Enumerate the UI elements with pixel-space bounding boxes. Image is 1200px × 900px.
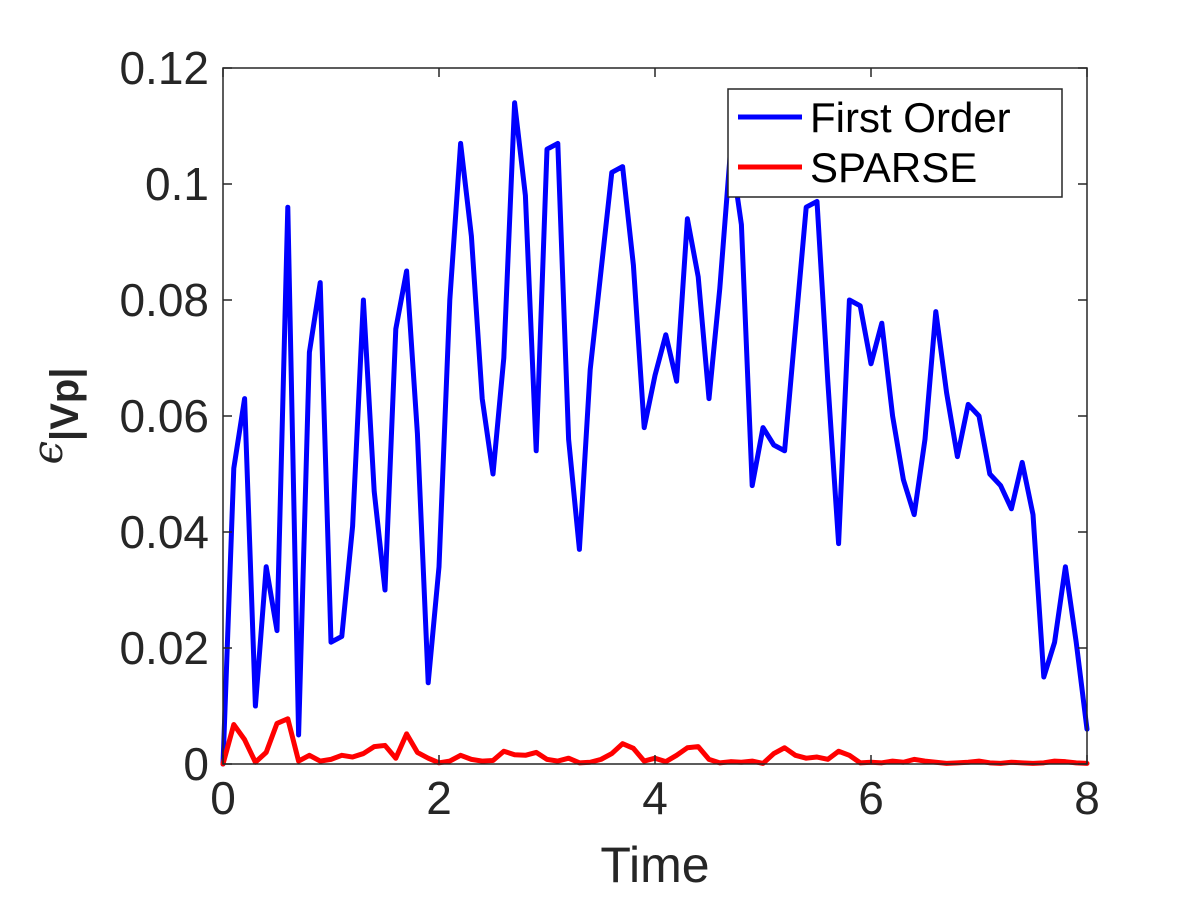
series-line-first-order (220, 100, 1090, 767)
y-tick-label: 0 (183, 738, 209, 790)
x-tick-labels: 0 2 4 6 8 (210, 772, 1100, 824)
x-tick-label: 0 (210, 772, 236, 824)
y-tick-label: 0.08 (119, 274, 209, 326)
y-tick-labels: 0 0.02 0.04 0.06 0.08 0.1 0.12 (119, 42, 209, 790)
y-tick-label: 0.04 (119, 506, 209, 558)
y-tick-label: 0.12 (119, 42, 209, 94)
x-tick-label: 2 (426, 772, 452, 824)
svg-text:ϵ|Vp|: ϵ|Vp| (23, 367, 87, 464)
y-tick-label: 0.1 (145, 158, 209, 210)
y-axis-symbol: ϵ (23, 441, 72, 465)
legend-box (727, 88, 1063, 198)
y-axis-subscript: |Vp| (43, 367, 87, 441)
legend-label-first-order: First Order (810, 94, 1011, 141)
x-tick-label: 6 (858, 772, 884, 824)
y-tick-label: 0.02 (119, 622, 209, 674)
axes-box (222, 67, 1088, 765)
y-tick-label: 0.06 (119, 390, 209, 442)
legend-label-sparse: SPARSE (810, 144, 977, 191)
x-axis-title: Time (600, 837, 709, 893)
y-axis-title: ϵ|Vp| (23, 367, 87, 464)
x-tick-label: 4 (642, 772, 668, 824)
x-tick-label: 8 (1074, 772, 1100, 824)
